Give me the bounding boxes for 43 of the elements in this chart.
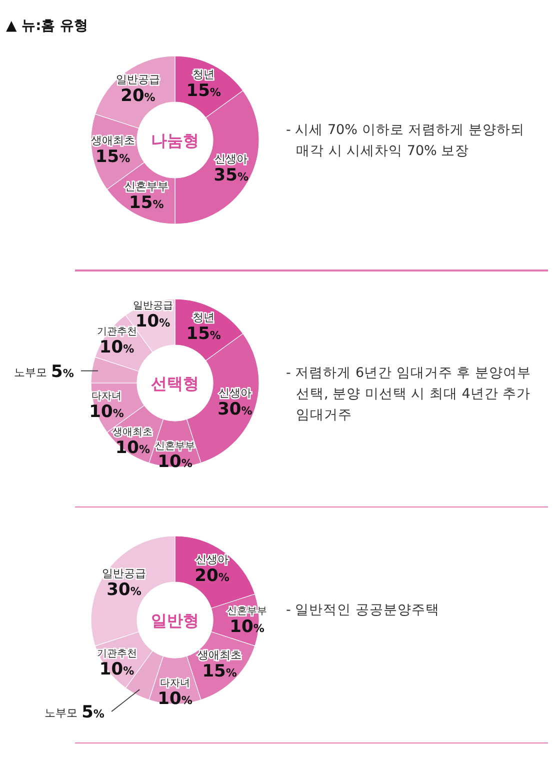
data-label: 10%: [99, 338, 134, 358]
slice-label: 일반공급: [116, 73, 160, 86]
slice-label: 기관추천: [96, 648, 137, 660]
slice-label: 신혼부부: [155, 441, 195, 452]
data-label: 5%: [51, 362, 74, 382]
slice-label: 생애최초: [198, 648, 242, 662]
data-label: 15%: [202, 662, 237, 682]
text: - 저렴하게 6년간 임대거주 후 분양여부 선택, 분양 미선택 시 최대 4년간 추가 임대거주: [286, 365, 531, 423]
slice-label: 노부모: [14, 366, 47, 379]
slice-label: 신생아: [218, 386, 252, 400]
data-label: 20%: [120, 86, 156, 106]
data-label: 35%: [214, 166, 248, 186]
slice-label: 다자녀: [160, 678, 190, 689]
text: - 일반적인 공공분양주택: [286, 602, 440, 618]
text: - 시세 70% 이하로 저렴하게 분양하되 매각 시 시세차익 70% 보장: [286, 122, 524, 159]
data-label: 15%: [186, 324, 221, 344]
slice-label: 생애최초: [90, 134, 135, 147]
slice-label: 일반공급: [102, 566, 146, 580]
data-label: 15%: [129, 193, 164, 214]
text: 선택형: [151, 374, 199, 393]
data-label: 10%: [89, 402, 124, 422]
data-label: 15%: [95, 146, 130, 167]
text: ▲ 뉴:홈 유형: [6, 18, 88, 34]
data-label: 10%: [99, 659, 134, 680]
slice-label: 다자녀: [92, 391, 122, 402]
slice-label: 신혼부부: [124, 180, 168, 194]
data-label: 30%: [218, 399, 252, 420]
data-label: 30%: [106, 580, 142, 600]
slice-label: 노부모: [44, 706, 78, 720]
slice-label: 신생아: [196, 553, 229, 566]
slice-label: 청년: [192, 310, 215, 324]
slice-label: 일반공급: [132, 300, 173, 312]
text: 나눔형: [151, 131, 199, 150]
text: 일반형: [151, 611, 199, 630]
data-label: 10%: [158, 689, 192, 709]
slice-label: 신생아: [214, 152, 248, 166]
slice-label: 생애최초: [112, 427, 153, 438]
data-label: 20%: [194, 566, 230, 586]
slice-label: 청년: [192, 68, 215, 81]
slice-label: 기관추천: [96, 326, 137, 338]
data-label: 10%: [135, 312, 170, 332]
data-label: 15%: [186, 80, 221, 101]
data-label: 5%: [82, 702, 104, 722]
